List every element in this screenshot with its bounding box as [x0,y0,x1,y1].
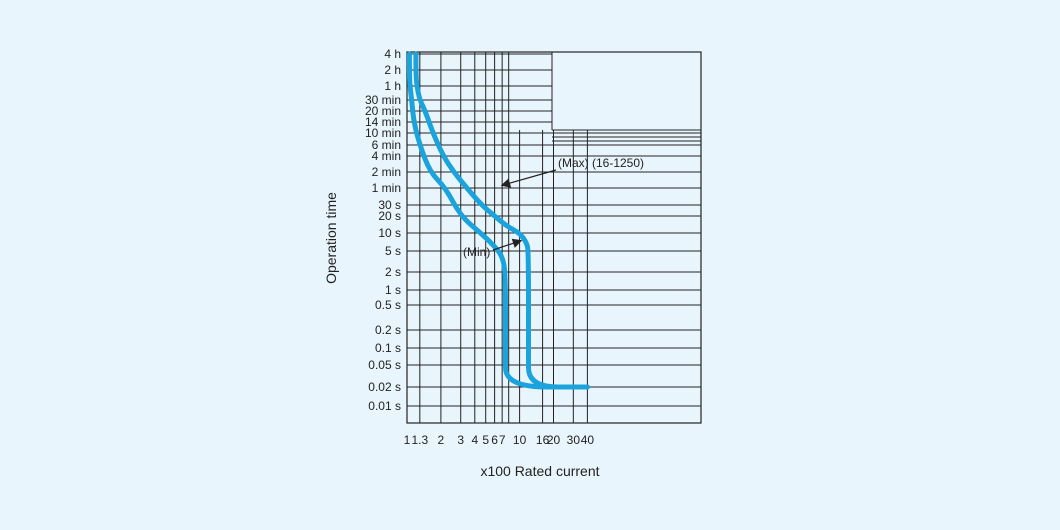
x-tick-label: 1.3 [411,433,428,447]
max-curve [413,51,590,390]
x-tick-label: 6 [491,433,498,447]
x-tick-label: 10 [513,433,527,447]
min-curve [406,51,590,390]
arrow-max [500,169,557,188]
x-tick-label: 20 [547,433,561,447]
y-tick-label: 30 min [365,93,401,107]
x-tick-label: 16 [536,433,550,447]
y-tick-label: 14 min [365,115,401,129]
y-axis-label: Operation time [323,192,339,284]
x-tick-label: 1 [404,433,411,447]
x-tick-label: 4 [471,433,478,447]
y-tick-label: 5 s [385,244,401,258]
y-tick-label: 2 h [384,63,401,77]
y-tick-label: 10 min [365,126,401,140]
y-tick-label: 0.05 s [368,358,401,372]
curves [406,51,590,390]
y-tick-label: 0.1 s [375,341,401,355]
y-tick-label: 30 s [378,198,401,212]
y-tick-label: 10 s [378,226,401,240]
y-tick-label: 20 s [378,209,401,223]
annotation-max: (Max) (16-1250) [558,156,644,170]
x-tick-label: 7 [499,433,506,447]
x-tick-label: 40 [581,433,595,447]
x-axis-label: x100 Rated current [480,463,599,479]
y-tick-label: 2 min [372,165,401,179]
y-tick-label: 0.2 s [375,323,401,337]
y-tick-label: 0.02 s [368,380,401,394]
annotations: (Max) (16-1250) (Min) [463,156,644,259]
x-tick-label: 3 [457,433,464,447]
x-tick-label: 30 [567,433,581,447]
y-tick-label: 4 h [384,47,401,61]
x-tick-label: 5 [482,433,489,447]
y-tick-label: 0.5 s [375,298,401,312]
x-tick-label: 2 [438,433,445,447]
y-tick-label: 0.01 s [368,399,401,413]
plot-frame [406,51,702,424]
arrow-min [492,238,523,251]
grid [406,51,702,424]
annotation-min: (Min) [463,245,490,259]
y-tick-label: 20 min [365,104,401,118]
y-tick-label: 2 s [385,265,401,279]
y-tick-label: 1 h [384,79,401,93]
y-tick-label: 1 s [385,283,401,297]
y-tick-label: 6 min [372,138,401,152]
y-tick-label: 4 min [372,149,401,163]
y-tick-label: 1 min [372,181,401,195]
